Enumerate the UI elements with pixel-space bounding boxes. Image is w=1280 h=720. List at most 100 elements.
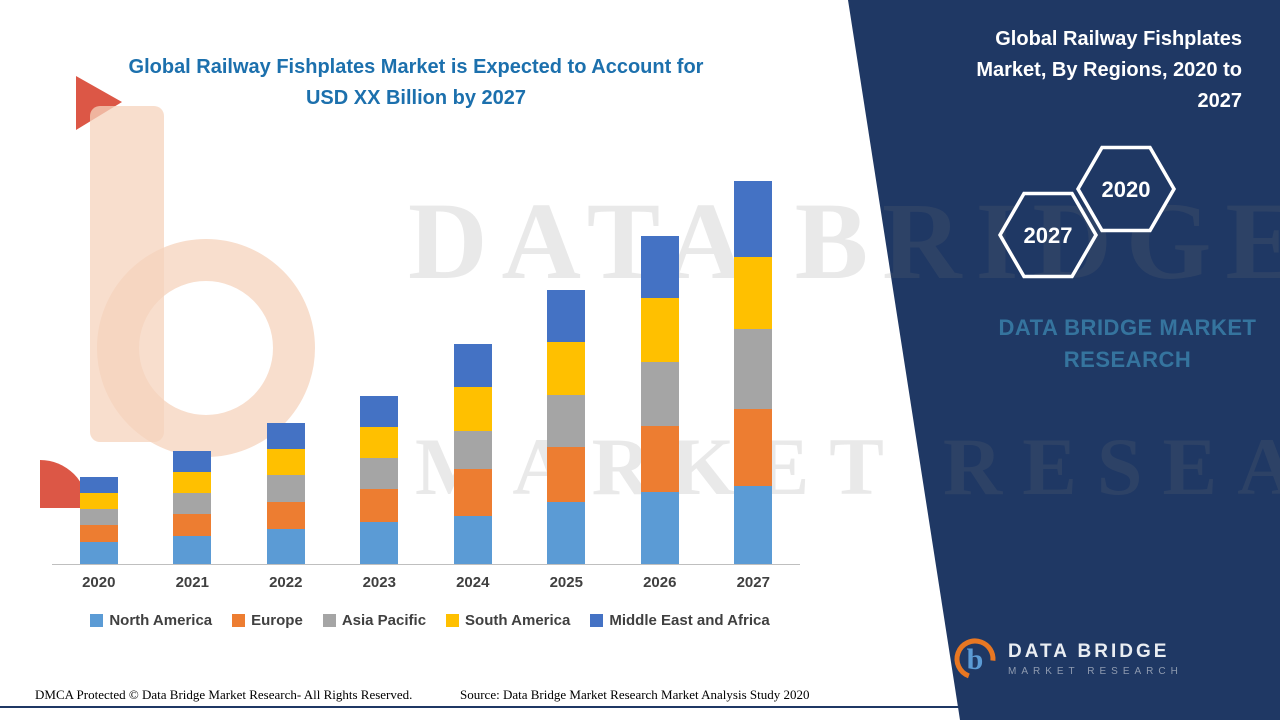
segment-europe-2025 xyxy=(547,447,586,502)
segment-asia-pacific-2022 xyxy=(266,475,305,502)
x-axis-label-2020: 2020 xyxy=(82,574,116,591)
stacked-bar-chart xyxy=(52,160,800,565)
segment-north-america-2027 xyxy=(734,486,773,564)
segment-south-america-2020 xyxy=(79,493,118,509)
chart-title-line1: Global Railway Fishplates Market is Expe… xyxy=(128,56,704,78)
segment-middle-east-and-africa-2025 xyxy=(547,290,586,342)
logo-name: DATA BRIDGE xyxy=(1008,641,1170,662)
bar-stack-2025 xyxy=(547,290,586,564)
x-axis-label-2025: 2025 xyxy=(549,574,583,591)
hexagon-2020 xyxy=(1075,145,1177,233)
bar-column-2027 xyxy=(707,160,800,564)
segment-south-america-2026 xyxy=(640,298,679,362)
segment-middle-east-and-africa-2024 xyxy=(453,344,492,387)
bar-stack-2026 xyxy=(640,236,679,564)
legend-item-europe: Europe xyxy=(232,612,303,629)
source-note: Source: Data Bridge Market Research Mark… xyxy=(460,687,810,702)
x-axis-label-2024: 2024 xyxy=(456,574,490,591)
segment-europe-2023 xyxy=(360,489,399,522)
x-axis-label-2023: 2023 xyxy=(362,574,396,591)
chart-title: Global Railway Fishplates Market is Expe… xyxy=(60,52,772,114)
x-axis-label-2022: 2022 xyxy=(269,574,303,591)
data-bridge-logo: b DATA BRIDGE MARKET RESEARCH xyxy=(952,636,1183,682)
segment-asia-pacific-2026 xyxy=(640,362,679,426)
dmca-notice: DMCA Protected © Data Bridge Market Rese… xyxy=(35,687,413,702)
segment-asia-pacific-2021 xyxy=(173,493,212,514)
bar-column-2020 xyxy=(52,160,145,564)
logo-b-glyph: b xyxy=(967,643,984,676)
segment-south-america-2025 xyxy=(547,342,586,395)
panel-title: Global Railway Fishplates Market, By Reg… xyxy=(976,28,1242,112)
bar-column-2021 xyxy=(146,160,239,564)
footer-divider xyxy=(0,706,1280,708)
legend-label-europe: Europe xyxy=(251,612,303,629)
chart-title-line2: USD XX Billion by 2027 xyxy=(305,87,527,109)
legend-swatch-south-america xyxy=(446,614,460,627)
bar-column-2026 xyxy=(613,160,706,564)
legend-item-south-america: South America xyxy=(446,612,570,629)
segment-asia-pacific-2025 xyxy=(547,395,586,447)
segment-middle-east-and-africa-2027 xyxy=(734,181,773,257)
x-axis-label-2026: 2026 xyxy=(643,574,677,591)
segment-asia-pacific-2027 xyxy=(734,329,773,409)
segment-europe-2021 xyxy=(173,514,212,536)
bar-stack-2023 xyxy=(360,396,399,564)
segment-europe-2027 xyxy=(734,409,773,486)
segment-asia-pacific-2023 xyxy=(360,458,399,489)
segment-north-america-2026 xyxy=(640,492,679,564)
segment-south-america-2021 xyxy=(173,472,212,493)
segment-middle-east-and-africa-2026 xyxy=(640,236,679,298)
segment-north-america-2023 xyxy=(360,522,399,564)
segment-europe-2020 xyxy=(79,525,118,542)
segment-middle-east-and-africa-2021 xyxy=(173,451,212,472)
segment-middle-east-and-africa-2023 xyxy=(360,396,399,427)
hexagon-2020-label: 2020 xyxy=(1102,177,1151,202)
segment-middle-east-and-africa-2020 xyxy=(79,477,118,493)
legend-label-south-america: South America xyxy=(465,612,571,629)
x-axis-label-2027: 2027 xyxy=(736,574,770,591)
logo-orange-swoosh xyxy=(954,638,996,680)
legend-swatch-middle-east-and-africa xyxy=(590,614,604,627)
legend-swatch-europe xyxy=(232,614,246,627)
segment-south-america-2027 xyxy=(734,257,773,329)
chart-legend: North America Europe Asia Pacific South Ame… xyxy=(40,612,820,629)
legend-item-north-america: North America xyxy=(90,612,212,629)
segment-europe-2022 xyxy=(266,502,305,529)
segment-south-america-2024 xyxy=(453,387,492,431)
bar-column-2025 xyxy=(520,160,613,564)
segment-middle-east-and-africa-2022 xyxy=(266,423,305,449)
segment-south-america-2022 xyxy=(266,449,305,475)
bar-column-2023 xyxy=(333,160,426,564)
bar-column-2024 xyxy=(426,160,519,564)
bar-stack-2024 xyxy=(453,344,492,564)
x-axis-label-2021: 2021 xyxy=(175,574,209,591)
bar-column-2022 xyxy=(239,160,332,564)
segment-north-america-2025 xyxy=(547,502,586,564)
hexagon-2027-label: 2027 xyxy=(1024,223,1073,248)
data-bridge-logo-icon: b xyxy=(954,638,996,680)
segment-south-america-2023 xyxy=(360,427,399,458)
year-hexagons: 2027 2020 xyxy=(997,145,1177,279)
brand-caption: DATA BRIDGE MARKET RESEARCH xyxy=(998,315,1257,372)
bar-stack-2027 xyxy=(734,181,773,564)
legend-label-asia-pacific: Asia Pacific xyxy=(341,612,427,629)
segment-asia-pacific-2020 xyxy=(79,509,118,525)
bar-stack-2021 xyxy=(173,451,212,564)
bar-stack-2022 xyxy=(266,423,305,564)
legend-item-asia-pacific: Asia Pacific xyxy=(322,612,427,629)
segment-north-america-2022 xyxy=(266,529,305,564)
segment-north-america-2020 xyxy=(79,542,118,564)
legend-swatch-north-america xyxy=(90,614,104,627)
legend-label-north-america: North America xyxy=(109,612,213,629)
legend-swatch-asia-pacific xyxy=(322,614,336,627)
segment-north-america-2021 xyxy=(173,536,212,564)
segment-europe-2024 xyxy=(453,469,492,516)
legend-label-middle-east-and-africa: Middle East and Africa xyxy=(609,612,770,629)
segment-north-america-2024 xyxy=(453,516,492,564)
bar-stack-2020 xyxy=(79,477,118,564)
hexagon-2027 xyxy=(997,191,1099,279)
logo-tagline: MARKET RESEARCH xyxy=(1008,666,1183,677)
segment-europe-2026 xyxy=(640,426,679,492)
segment-asia-pacific-2024 xyxy=(453,431,492,469)
